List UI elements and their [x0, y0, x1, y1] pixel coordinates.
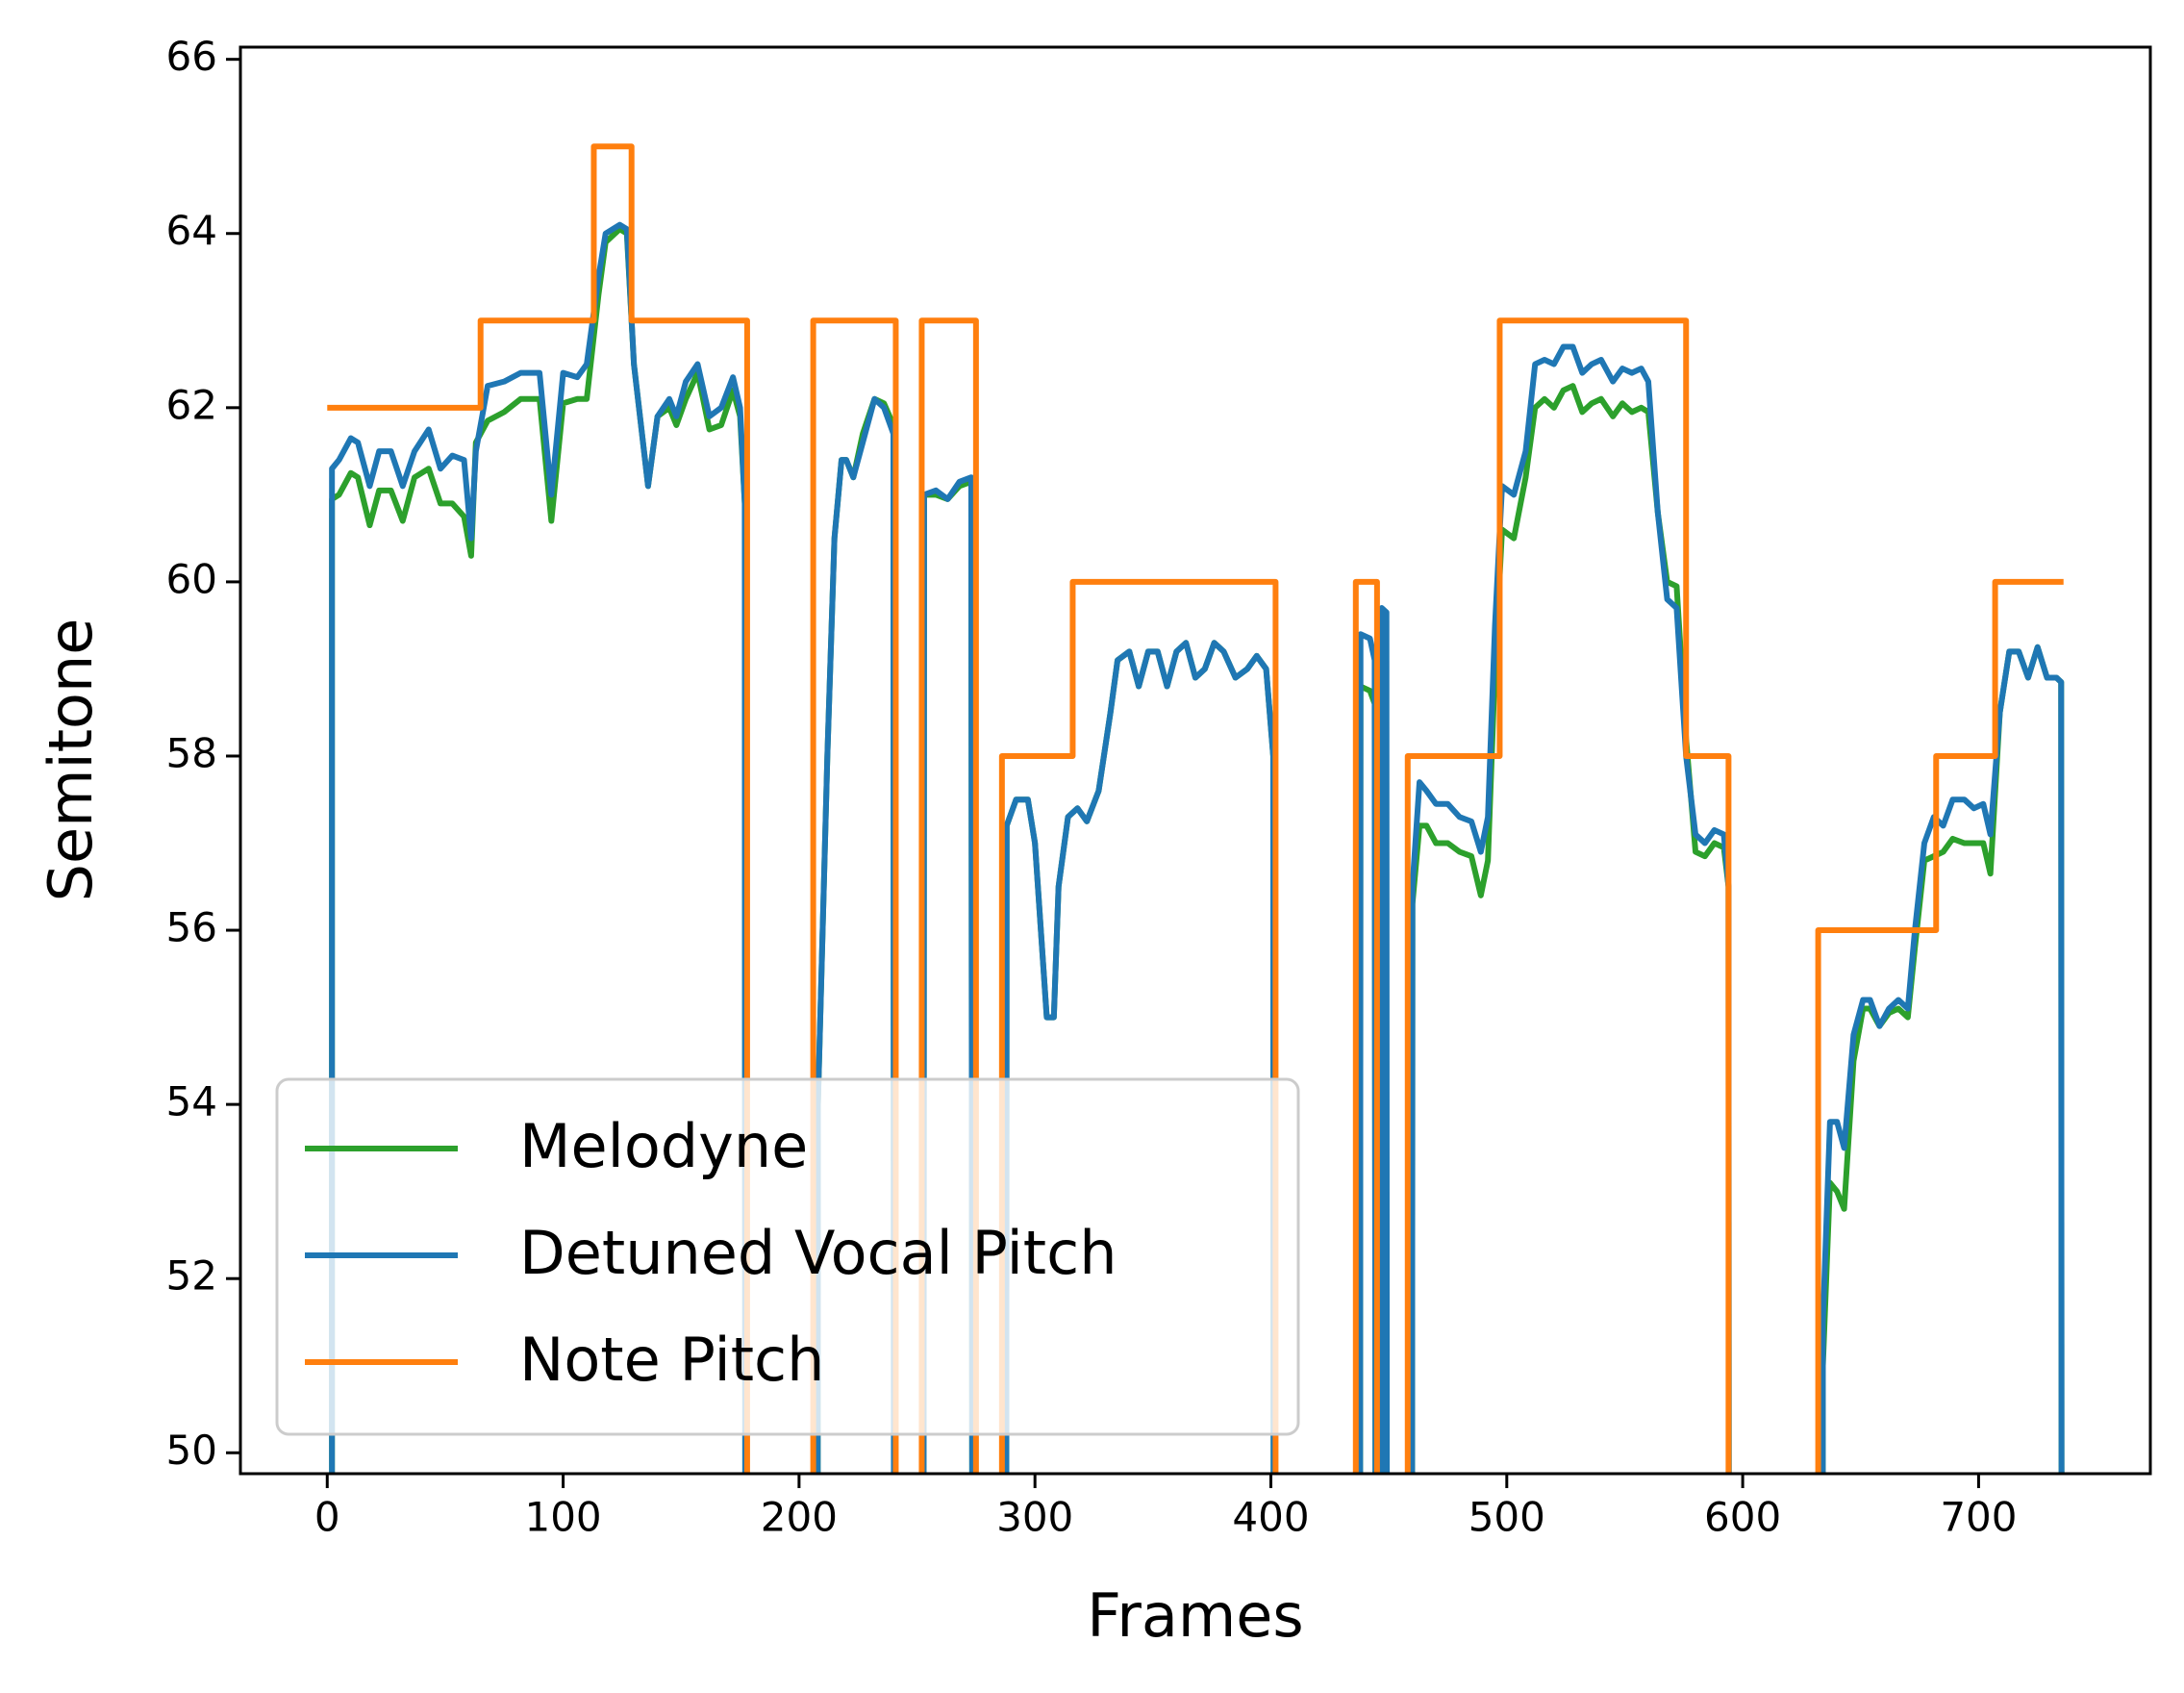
legend-frame — [275, 1077, 1300, 1436]
y-tick-label: 58 — [166, 729, 217, 776]
axes-frame — [238, 45, 2152, 1476]
y-tick-label: 56 — [166, 904, 217, 951]
x-tick-label: 300 — [996, 1494, 1073, 1541]
x-tick-label: 200 — [761, 1494, 838, 1541]
legend-label: Note Pitch — [519, 1325, 824, 1395]
series-line — [327, 143, 2064, 1474]
x-tick-label: 500 — [1469, 1494, 1545, 1541]
x-tick-label: 100 — [524, 1494, 601, 1541]
x-tick-label: 600 — [1704, 1494, 1781, 1541]
y-tick-label: 50 — [166, 1427, 217, 1474]
legend-label: Detuned Vocal Pitch — [519, 1218, 1117, 1288]
y-tick-label: 60 — [166, 555, 217, 602]
plot-area — [327, 143, 2065, 1474]
y-tick-label: 62 — [166, 381, 217, 428]
x-tick-label: 700 — [1940, 1494, 2017, 1541]
legend-label: Melodyne — [519, 1111, 808, 1181]
x-tick-label: 0 — [314, 1494, 340, 1541]
y-tick-label: 64 — [166, 207, 217, 254]
x-axis-label: Frames — [1087, 1580, 1303, 1651]
y-tick-label: 66 — [166, 33, 217, 80]
y-tick-label: 54 — [166, 1078, 217, 1125]
y-axis-label: Semitone — [36, 619, 106, 902]
x-tick-label: 400 — [1232, 1494, 1309, 1541]
y-tick-label: 52 — [166, 1252, 217, 1300]
